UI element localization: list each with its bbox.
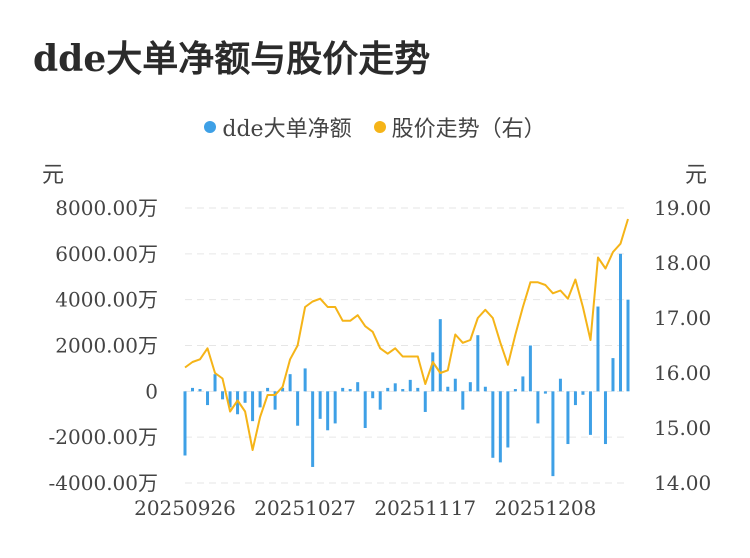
right-tick-label: 16.00	[654, 361, 711, 385]
bar	[296, 391, 300, 426]
bar	[416, 387, 420, 392]
bar	[491, 391, 495, 458]
bar	[386, 387, 390, 392]
bar	[438, 319, 442, 392]
legend: dde大单净额 股价走势（右）	[0, 111, 750, 143]
bar	[251, 391, 255, 422]
bar	[408, 379, 412, 392]
bar	[498, 391, 502, 463]
bar	[431, 352, 435, 392]
bar	[528, 345, 532, 392]
bar	[446, 386, 450, 392]
bar	[213, 374, 217, 392]
bar	[281, 387, 285, 392]
bar	[558, 378, 562, 392]
bar-series	[183, 253, 630, 477]
x-axis-ticks: 20250926 20251027 20251117 20251208	[134, 496, 596, 520]
right-tick-label: 14.00	[654, 471, 711, 495]
bar	[588, 391, 592, 435]
bar	[401, 389, 405, 392]
bar	[453, 378, 457, 392]
bar	[596, 306, 600, 392]
bar	[198, 389, 202, 392]
left-tick-label: 4000.00万	[55, 288, 158, 312]
bar	[326, 391, 330, 431]
bar	[243, 391, 247, 403]
left-tick-label: 2000.00万	[55, 334, 158, 358]
bar	[483, 386, 487, 392]
bar	[513, 389, 517, 392]
left-tick-label: 8000.00万	[55, 196, 158, 220]
bar	[183, 391, 187, 456]
bar	[611, 358, 615, 392]
bar	[303, 368, 307, 392]
bar	[461, 391, 465, 410]
bar	[536, 391, 540, 424]
bar	[228, 391, 232, 408]
right-axis-unit: 元	[685, 163, 708, 188]
left-tick-label: 0	[145, 379, 158, 403]
bar	[626, 299, 630, 392]
bar	[318, 391, 322, 419]
left-tick-label: 6000.00万	[55, 242, 158, 266]
legend-item-price[interactable]: 股价走势（右）	[373, 111, 546, 143]
x-tick-label: 20251208	[495, 496, 597, 520]
bar	[423, 391, 427, 412]
right-tick-label: 19.00	[654, 196, 711, 220]
bar	[468, 382, 472, 392]
bar	[371, 391, 375, 399]
bar	[333, 391, 337, 424]
legend-label-dde: dde大单净额	[222, 117, 352, 142]
legend-dot-dde-icon	[204, 121, 217, 133]
price-line	[184, 218, 629, 451]
bar	[221, 391, 225, 400]
bar	[236, 391, 240, 415]
bar	[543, 391, 547, 394]
bar	[393, 383, 397, 392]
bar	[311, 391, 315, 467]
x-tick-label: 20250926	[134, 496, 236, 520]
bar	[191, 387, 195, 392]
bar	[566, 391, 570, 445]
right-axis-ticks: 19.00 18.00 17.00 16.00 15.00 14.00	[654, 196, 711, 495]
left-axis-ticks: 8000.00万 6000.00万 4000.00万 2000.00万 0 -2000.0…	[49, 196, 158, 495]
legend-dot-price-icon	[373, 121, 386, 133]
bar	[258, 391, 262, 408]
bar	[378, 391, 382, 410]
bar	[476, 335, 480, 392]
bar	[506, 391, 510, 448]
bar	[356, 382, 360, 392]
bar	[266, 387, 270, 392]
left-tick-label: -4000.00万	[49, 471, 158, 495]
left-axis-unit: 元	[42, 163, 65, 188]
bar	[206, 391, 210, 406]
bar	[288, 374, 292, 392]
bar	[573, 391, 577, 406]
bar	[603, 391, 607, 445]
left-tick-label: -2000.00万	[49, 425, 158, 449]
bar	[341, 387, 345, 392]
bar	[273, 391, 277, 410]
grid-lines	[185, 207, 628, 484]
line-series	[184, 218, 629, 451]
bar	[521, 376, 525, 392]
chart-title: dde大单净额与股价走势	[33, 38, 431, 80]
right-tick-label: 18.00	[654, 251, 711, 275]
legend-item-dde[interactable]: dde大单净额	[204, 111, 352, 143]
bar	[618, 253, 622, 392]
legend-label-price: 股价走势（右）	[391, 117, 546, 142]
x-tick-label: 20251117	[374, 496, 476, 520]
bar	[581, 391, 585, 395]
bar	[363, 391, 367, 428]
right-tick-label: 15.00	[654, 416, 711, 440]
bar	[551, 391, 555, 477]
right-tick-label: 17.00	[654, 306, 711, 330]
bar	[348, 389, 352, 392]
x-tick-label: 20251027	[254, 496, 356, 520]
